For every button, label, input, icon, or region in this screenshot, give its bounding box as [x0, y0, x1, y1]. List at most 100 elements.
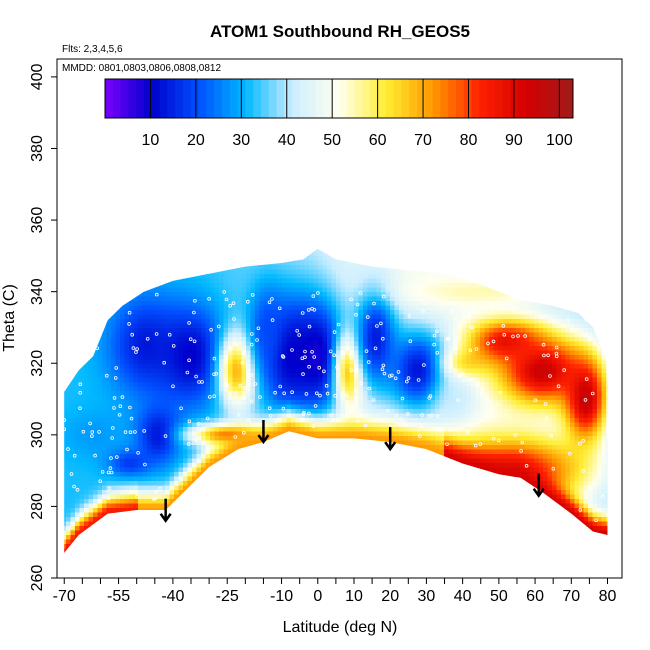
- rh-cell: [246, 458, 251, 464]
- rh-cell: [115, 292, 121, 297]
- rh-cell: [228, 350, 233, 356]
- rh-cell: [84, 463, 89, 468]
- rh-cell: [340, 251, 346, 257]
- rh-cell: [237, 530, 242, 536]
- rh-cell: [64, 499, 67, 504]
- rh-cell: [106, 422, 112, 428]
- rh-cell: [223, 440, 229, 446]
- rh-cell: [124, 508, 130, 513]
- rh-cell: [147, 260, 152, 266]
- rh-cell: [133, 548, 139, 553]
- rh-cell: [250, 481, 256, 486]
- rh-cell: [147, 499, 152, 504]
- rh-cell: [309, 319, 314, 324]
- rh-cell: [111, 314, 116, 320]
- rh-cell: [169, 296, 175, 302]
- rh-cell: [349, 517, 355, 522]
- rh-cell: [282, 382, 287, 387]
- rh-cell: [79, 530, 85, 536]
- rh-cell: [331, 355, 337, 360]
- rh-cell: [219, 413, 224, 419]
- rh-cell: [201, 553, 206, 558]
- rh-cell: [349, 512, 355, 518]
- rh-cell: [129, 256, 134, 261]
- rh-cell: [210, 458, 215, 464]
- rh-cell: [151, 422, 157, 428]
- rh-cell: [75, 305, 80, 311]
- rh-cell: [219, 283, 224, 288]
- rh-cell: [223, 503, 229, 509]
- rh-cell: [165, 341, 170, 347]
- rh-cell: [88, 260, 94, 266]
- rh-cell: [93, 256, 98, 261]
- rh-cell: [88, 350, 94, 356]
- rh-cell: [93, 364, 98, 369]
- rh-cell: [124, 310, 130, 315]
- rh-cell: [291, 467, 296, 473]
- rh-cell: [336, 296, 341, 302]
- rh-cell: [300, 364, 305, 369]
- rh-cell: [201, 413, 206, 419]
- rh-cell: [291, 391, 296, 396]
- rh-cell: [160, 350, 166, 356]
- rh-cell: [57, 499, 62, 504]
- rh-cell: [115, 422, 121, 428]
- rh-cell: [97, 248, 103, 252]
- rh-cell: [223, 517, 229, 522]
- rh-cell: [291, 305, 296, 311]
- rh-cell: [232, 265, 238, 270]
- rh-cell: [295, 359, 301, 365]
- rh-cell: [358, 364, 364, 369]
- rh-cell: [232, 368, 238, 374]
- rh-cell: [142, 382, 148, 387]
- rh-cell: [340, 337, 346, 342]
- rh-cell: [304, 440, 310, 446]
- rh-cell: [241, 260, 247, 266]
- rh-cell: [286, 292, 292, 297]
- rh-cell: [327, 305, 332, 311]
- rh-cell: [133, 409, 139, 414]
- rh-cell: [223, 494, 229, 500]
- rh-cell: [93, 359, 98, 365]
- rh-cell: [300, 301, 305, 306]
- rh-cell: [196, 377, 202, 383]
- rh-cell: [282, 431, 287, 437]
- rh-cell: [106, 548, 112, 553]
- rh-cell: [237, 251, 242, 257]
- rh-cell: [66, 463, 71, 468]
- rh-cell: [277, 337, 283, 342]
- rh-cell: [250, 530, 256, 536]
- rh-cell: [120, 355, 125, 360]
- rh-cell: [219, 269, 224, 275]
- rh-cell: [129, 494, 134, 500]
- rh-cell: [205, 251, 211, 257]
- rh-cell: [341, 562, 346, 567]
- rh-cell: [250, 503, 256, 509]
- rh-cell: [93, 485, 98, 491]
- rh-cell: [282, 548, 287, 553]
- rh-cell: [89, 562, 94, 567]
- rh-cell: [174, 274, 179, 279]
- rh-cell: [134, 238, 139, 243]
- rh-cell: [228, 305, 233, 311]
- rh-cell: [295, 521, 301, 527]
- rh-cell: [304, 517, 310, 522]
- rh-cell: [205, 472, 211, 477]
- rh-cell: [187, 544, 193, 549]
- rh-cell: [165, 440, 170, 446]
- rh-cell: [219, 274, 224, 279]
- rh-cell: [151, 265, 157, 270]
- rh-cell: [169, 278, 175, 284]
- rh-cell: [295, 413, 301, 419]
- rh-cell: [88, 341, 94, 347]
- rh-cell: [331, 319, 337, 324]
- rh-cell: [295, 328, 301, 333]
- rh-cell: [57, 387, 62, 392]
- rh-cell: [309, 404, 314, 410]
- rh-cell: [295, 355, 301, 360]
- rh-cell: [160, 386, 166, 392]
- rh-cell: [331, 476, 337, 482]
- rh-cell: [165, 328, 170, 333]
- rh-cell: [84, 287, 89, 293]
- rh-cell: [309, 395, 314, 401]
